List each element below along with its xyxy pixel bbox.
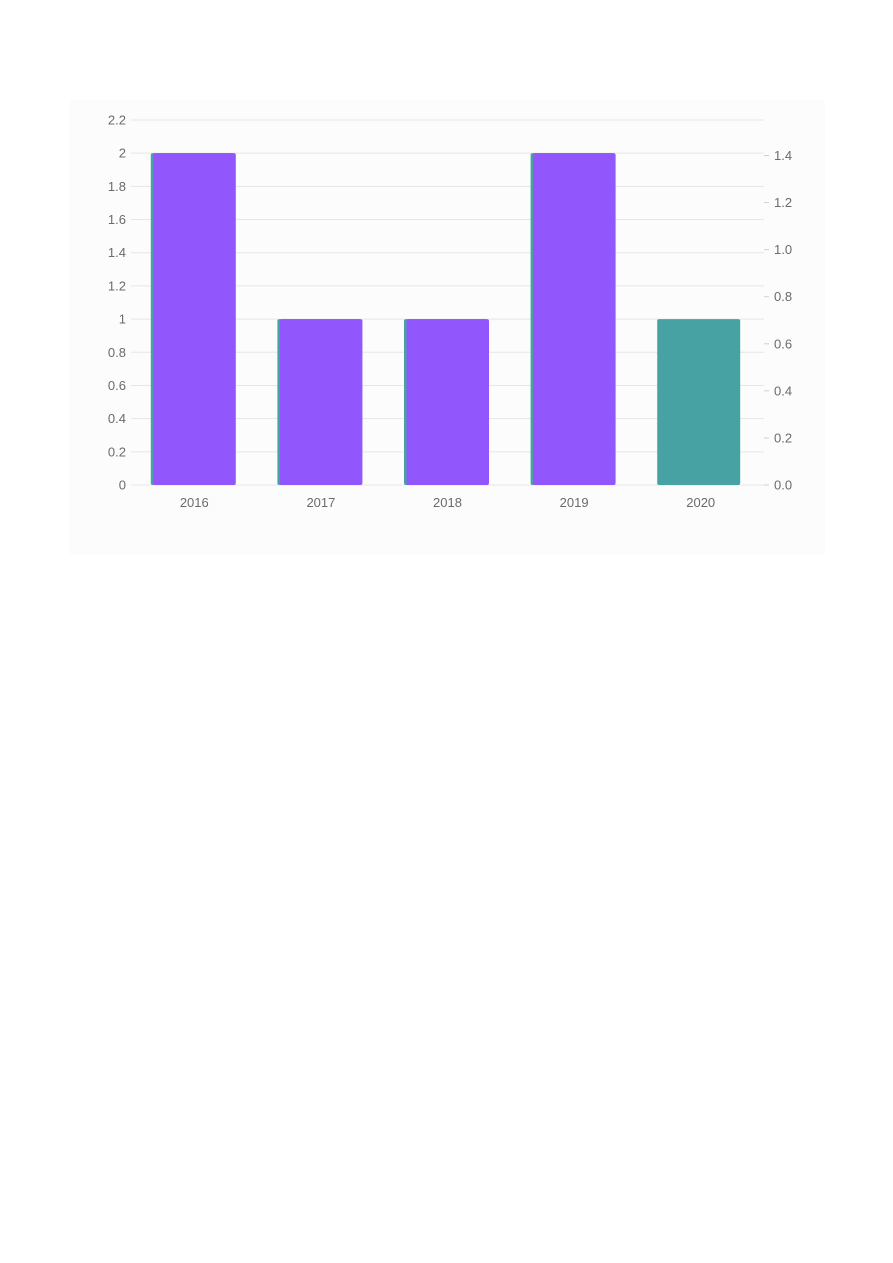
left-tick-label: 2: [119, 146, 126, 161]
right-tick-label: 0.6: [774, 336, 792, 351]
x-tick-label: 2019: [560, 495, 589, 510]
x-tick-label: 2017: [306, 495, 335, 510]
left-y-axis: 0 0.2 0.4 0.6 0.8 1 1.2 1.4 1.6 1.8 2 2.2: [108, 113, 126, 493]
right-tick-label: 0.8: [774, 289, 792, 304]
right-tick-label: 1.0: [774, 242, 792, 257]
left-tick-label: 0.8: [108, 345, 126, 360]
left-tick-label: 0.4: [108, 411, 126, 426]
x-tick-label: 2020: [686, 495, 715, 510]
x-axis: 2016 2017 2018 2019 2020: [180, 495, 715, 510]
bar-2019-purple: [533, 153, 616, 485]
bar-2017-purple: [279, 319, 363, 485]
bar-2018-purple: [406, 319, 489, 485]
right-y-axis: 0.0 0.2 0.4 0.6 0.8 1.0 1.2 1.4: [764, 148, 792, 493]
bar-chart: 0 0.2 0.4 0.6 0.8 1 1.2 1.4 1.6 1.8 2 2.2 0.0 0.2 0.4…: [108, 113, 792, 511]
bar-2016-purple: [153, 153, 236, 485]
x-tick-label: 2016: [180, 495, 209, 510]
bar-2020-teal: [657, 319, 741, 485]
chart-panel: 0 0.2 0.4 0.6 0.8 1 1.2 1.4 1.6 1.8 2 2.2 0.0 0.2 0.4…: [70, 100, 825, 555]
left-tick-label: 0.6: [108, 378, 126, 393]
left-tick-label: 1.6: [108, 212, 126, 227]
right-tick-label: 0.0: [774, 478, 792, 493]
right-tick-label: 0.4: [774, 383, 792, 398]
right-tick-label: 0.2: [774, 430, 792, 445]
left-tick-label: 1.4: [108, 245, 126, 260]
left-tick-label: 2.2: [108, 113, 126, 128]
left-tick-label: 1.8: [108, 179, 126, 194]
left-tick-label: 0: [119, 478, 126, 493]
right-tick-label: 1.2: [774, 195, 792, 210]
x-tick-label: 2018: [433, 495, 462, 510]
left-tick-label: 1.2: [108, 278, 126, 293]
left-tick-label: 0.2: [108, 444, 126, 459]
bars: [150, 153, 741, 485]
left-tick-label: 1: [119, 312, 126, 327]
right-tick-label: 1.4: [774, 148, 792, 163]
